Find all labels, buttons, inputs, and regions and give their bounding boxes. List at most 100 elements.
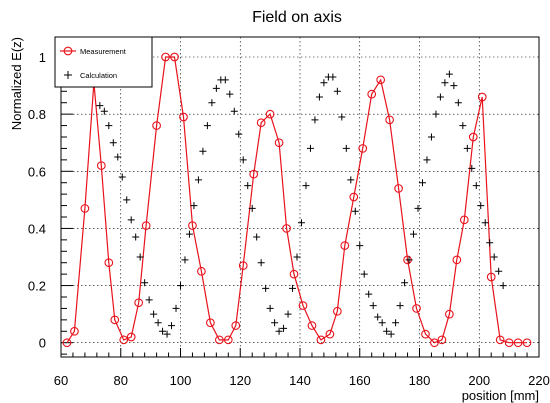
calculation-point: [297, 219, 305, 227]
y-tick-label: 1: [39, 50, 46, 65]
calculation-point: [266, 304, 274, 312]
measurement-point: [141, 221, 151, 230]
measurement-point: [325, 329, 335, 339]
x-tick-label: 80: [114, 373, 128, 388]
calculation-point: [199, 147, 207, 155]
measurement-point: [421, 329, 430, 339]
measurement-point: [104, 258, 114, 268]
x-tick-label: 120: [229, 373, 251, 388]
calculation-point: [481, 219, 489, 227]
calculation-point: [351, 207, 359, 215]
measurement-point: [223, 335, 233, 345]
measurement-point: [289, 269, 299, 279]
calculation-point: [221, 76, 229, 84]
calculation-point: [262, 284, 270, 292]
measurement-point: [385, 115, 394, 125]
calculation-point: [163, 330, 171, 338]
calculation-point: [248, 204, 256, 212]
measurement-point: [206, 318, 215, 328]
calculation-point: [477, 202, 485, 210]
calculation-point: [490, 253, 498, 261]
calculation-point: [253, 233, 261, 241]
measurement-point: [274, 138, 284, 148]
measurement-point: [468, 132, 478, 142]
measurement-point: [495, 335, 505, 345]
calculation-point: [342, 144, 350, 152]
calculation-point: [468, 164, 476, 172]
measurement-point: [459, 215, 469, 225]
measurement-point: [522, 338, 532, 348]
measurement-point: [126, 332, 136, 342]
calculation-point: [405, 256, 413, 264]
x-axis-label: position [mm]: [462, 388, 539, 403]
calculation-point: [450, 82, 458, 90]
measurement-point: [298, 301, 308, 310]
calculation-point: [235, 130, 243, 138]
calculation-point: [230, 107, 238, 115]
calculation-point: [284, 310, 292, 318]
measurement-point: [238, 261, 248, 270]
measurement-series: [62, 52, 532, 348]
calculation-point: [109, 139, 117, 147]
measurement-point: [477, 92, 487, 102]
calculation-point: [141, 279, 149, 287]
calculation-point: [172, 304, 180, 312]
measurement-line: [66, 56, 527, 344]
calculation-point: [414, 204, 422, 212]
measurement-point: [513, 338, 523, 348]
measurement-point: [110, 315, 120, 325]
x-tick-label: 160: [349, 373, 371, 388]
calculation-point: [212, 84, 220, 92]
calculation-point: [459, 122, 467, 130]
calculation-point: [499, 282, 507, 290]
calculation-point: [486, 239, 494, 247]
measurement-point: [188, 221, 197, 230]
calculation-point: [181, 256, 189, 264]
calculation-point: [275, 327, 283, 335]
legend-measurement-marker: [63, 46, 73, 56]
measurement-point: [437, 335, 447, 345]
calculation-point: [423, 156, 431, 164]
calculation-point: [302, 182, 310, 190]
measurement-point: [452, 255, 462, 265]
measurement-point: [265, 109, 275, 119]
legend-box: [54, 36, 153, 88]
calculation-point: [338, 113, 346, 121]
x-tick-label: 100: [170, 373, 192, 388]
calculation-point: [365, 290, 373, 298]
y-tick-label: 0.2: [28, 279, 46, 294]
measurement-point: [316, 335, 326, 345]
calculation-point: [410, 230, 418, 238]
y-axis-label: Normalized E(z): [9, 37, 24, 130]
legend-measurement-label: Measurement: [80, 47, 127, 56]
calculation-point: [383, 327, 391, 335]
calculation-point: [333, 87, 341, 95]
calculation-point: [392, 319, 400, 327]
x-tick-label: 180: [409, 373, 431, 388]
calculation-point: [145, 296, 153, 304]
measurement-point: [430, 338, 439, 348]
calculation-point: [177, 282, 184, 290]
x-tick-label: 220: [528, 373, 550, 388]
y-tick-label: 0.6: [28, 164, 46, 179]
calculation-point: [190, 202, 198, 210]
calculation-point: [208, 99, 216, 107]
y-tick-label: 0: [39, 336, 46, 351]
calculation-point: [114, 153, 122, 161]
measurement-point: [197, 266, 206, 276]
calculation-point: [396, 302, 404, 310]
calculation-point: [105, 122, 113, 130]
calculation-point: [226, 90, 234, 98]
measurement-point: [486, 272, 496, 282]
calculation-point: [96, 102, 104, 110]
measurement-point: [376, 75, 386, 85]
measurement-point: [394, 184, 403, 193]
measurement-point: [504, 338, 514, 348]
calculation-point: [194, 176, 202, 184]
calculation-point: [432, 110, 440, 118]
measurement-point: [412, 304, 421, 313]
calculation-point: [150, 310, 158, 318]
calculation-point: [378, 319, 386, 327]
calculation-point: [257, 259, 265, 267]
